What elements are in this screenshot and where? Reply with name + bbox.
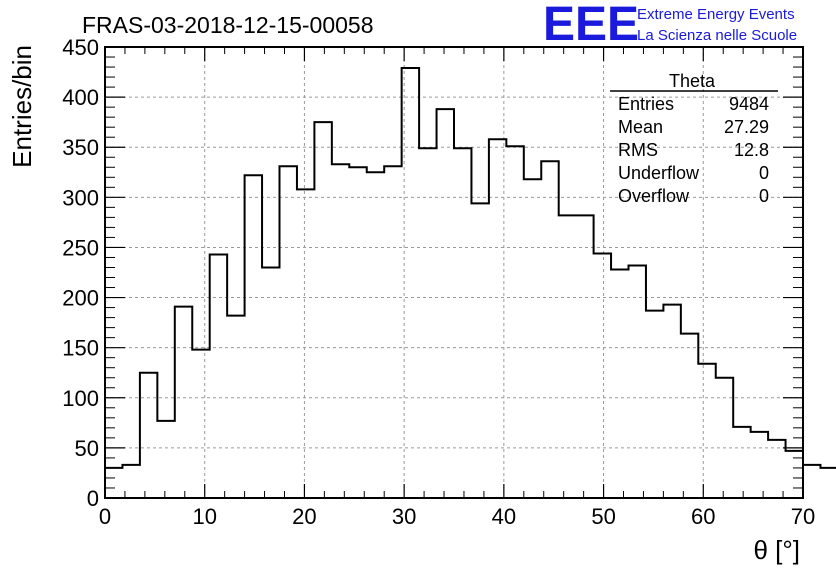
stats-label: Overflow <box>618 186 690 206</box>
y-tick-label: 150 <box>62 336 99 361</box>
y-tick-label: 400 <box>62 85 99 110</box>
y-tick-label: 350 <box>62 135 99 160</box>
axis-ticks <box>104 46 804 499</box>
stats-title: Theta <box>669 71 716 91</box>
eee-logo: EEE <box>543 0 639 51</box>
y-tick-label: 100 <box>62 386 99 411</box>
chart-title: FRAS-03-2018-12-15-00058 <box>82 12 374 38</box>
x-axis-label: θ [°] <box>753 535 800 565</box>
plot-frame <box>104 46 804 499</box>
brand-line-1: Extreme Energy Events <box>637 6 795 23</box>
x-tick-label: 50 <box>591 504 615 529</box>
x-tick-label: 30 <box>392 504 416 529</box>
y-tick-label: 200 <box>62 286 99 311</box>
stats-value: 27.29 <box>724 117 769 137</box>
y-tick-label: 250 <box>62 235 99 260</box>
x-tick-label: 10 <box>192 504 216 529</box>
x-tick-label: 60 <box>691 504 715 529</box>
stats-label: RMS <box>618 140 658 160</box>
x-tick-label: 0 <box>99 504 111 529</box>
x-tick-labels: 0 10 20 30 40 50 60 70 <box>99 504 815 529</box>
stats-value: 9484 <box>729 94 769 114</box>
histogram-outline <box>104 67 836 498</box>
stats-label: Entries <box>618 94 674 114</box>
y-tick-label: 450 <box>62 35 99 60</box>
stats-rows: Entries 9484 Mean 27.29 RMS 12.8 Underflow 0 Ove… <box>618 94 769 206</box>
brand-line-2: La Scienza nelle Scuole <box>637 27 797 44</box>
stats-label: Underflow <box>618 163 700 183</box>
stats-label: Mean <box>618 117 663 137</box>
stats-value: 12.8 <box>734 140 769 160</box>
y-tick-label: 0 <box>87 486 99 511</box>
x-tick-label: 70 <box>791 504 815 529</box>
y-tick-labels: 0 50 100 150 200 250 300 350 400 450 <box>62 35 99 511</box>
y-tick-label: 50 <box>75 436 99 461</box>
y-tick-label: 300 <box>62 185 99 210</box>
x-tick-label: 40 <box>492 504 516 529</box>
stats-value: 0 <box>759 186 769 206</box>
x-tick-label: 20 <box>292 504 316 529</box>
stats-value: 0 <box>759 163 769 183</box>
y-axis-label: Entries/bin <box>7 45 37 168</box>
stats-box: Theta Entries 9484 Mean 27.29 RMS 12.8 Underfl… <box>610 71 778 206</box>
